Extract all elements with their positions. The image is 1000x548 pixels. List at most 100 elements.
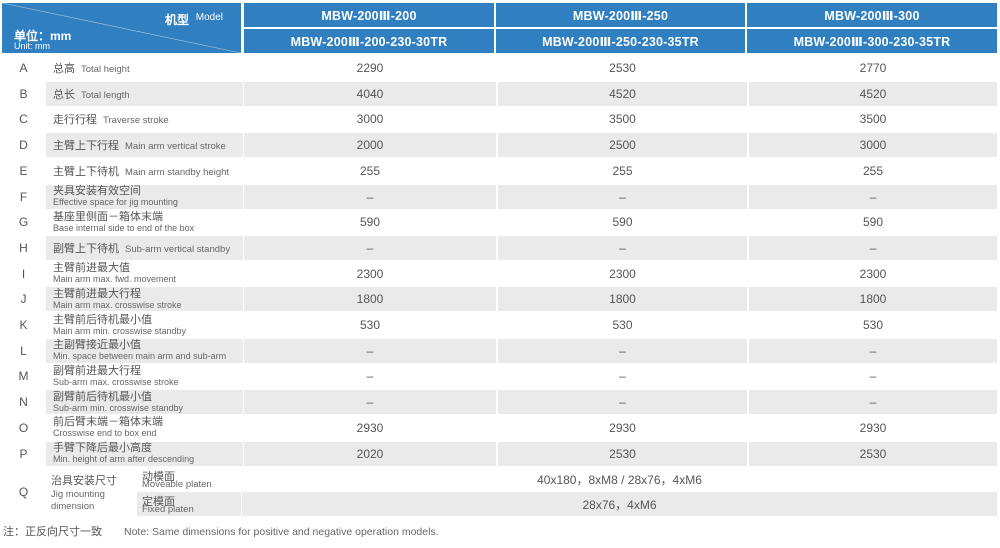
row-value-model-3: 3000	[749, 133, 997, 158]
row-label: 夹具安装有效空间 Effective space for jig mounting	[46, 184, 243, 209]
row-label-zh: 主臂上下行程	[53, 140, 119, 153]
row-value-model-1: 530	[244, 313, 496, 337]
row-value-model-2: 1800	[498, 287, 747, 312]
row-value-model-2: 4520	[498, 81, 747, 106]
row-value-model-3: –	[749, 235, 997, 260]
row-value-model-3: 3500	[749, 107, 997, 132]
table-row: P 手臂下降后最小高度 Min. height of arm after desce…	[2, 441, 997, 466]
row-letter: D	[19, 138, 28, 153]
row-value-model-3: 4520	[749, 81, 997, 106]
row-value-model-1: 2020	[244, 441, 496, 466]
row-label-en: Sub-arm min. crosswise standby	[53, 402, 184, 413]
fixed-platen-value: 28x76，4xM6	[242, 492, 997, 516]
row-label: 主臂前进最大值 Main arm max. fwd. movement	[46, 261, 243, 286]
row-label-en: Effective space for jig mounting	[53, 197, 178, 207]
header-unit-zh: 单位：mm	[14, 29, 72, 43]
row-label-zh: 主副臂接近最小值	[53, 339, 141, 352]
row-label-zh: 主臂上下待机	[53, 165, 119, 178]
row-label-zh: 夹具安装有效空间	[53, 185, 141, 197]
row-letter: A	[19, 61, 28, 75]
row-value-model-3: 2530	[749, 441, 997, 466]
row-value-model-2: –	[498, 364, 747, 389]
row-value-model-1: –	[244, 184, 496, 209]
row-value-model-1: –	[244, 390, 496, 415]
row-value-model-1: 4040	[244, 81, 496, 106]
row-label-zh: 基座里侧面－箱体末端	[53, 210, 163, 223]
moveable-platen-zh: 动模面	[142, 471, 175, 483]
row-label-zh: 副臂上下待机	[53, 242, 119, 255]
row-value-model-3: 590	[749, 210, 997, 235]
row-label-en: Base internal side to end of the box	[53, 222, 195, 233]
table-row: M 副臂前进最大行程 Sub-arm max. crosswise stroke – –…	[2, 364, 997, 389]
jig-mounting-en-2: dimension	[51, 501, 95, 512]
header-model-2-bottom: MBW-200Ⅲ-250-230-35TR	[496, 29, 745, 53]
row-value-model-2: 590	[498, 210, 747, 235]
row-label-en: Total length	[81, 89, 130, 101]
header-diagonal-line	[2, 3, 241, 53]
row-value-model-2: 3500	[498, 107, 747, 132]
row-label: 总长 Total length	[46, 81, 243, 106]
row-value-model-2: 2530	[498, 56, 747, 80]
row-value-model-2: 530	[498, 313, 747, 337]
row-value-model-1: 2000	[244, 133, 496, 158]
row-letter: K	[19, 318, 28, 332]
table-row: K 主臂前后待机最小值 Main arm min. crosswise standb…	[2, 313, 997, 337]
row-value-model-1: 2290	[244, 56, 496, 80]
row-letter: M	[18, 369, 29, 384]
row-letter: O	[18, 420, 29, 435]
row-letter: F	[19, 189, 28, 204]
row-label: 副臂前后待机最小值 Sub-arm min. crosswise standby	[46, 390, 243, 415]
row-label: 主臂前进最大行程 Main arm max. crosswise stroke	[46, 287, 243, 312]
table-row: A 总高 Total height 2290 2530 2770	[2, 56, 997, 80]
footnote: 注：正反向尺寸一致 Note: Same dimensions for posit…	[3, 523, 439, 539]
fixed-platen-label: 定模面 Fixed platen	[137, 492, 241, 516]
row-value-model-3: –	[749, 338, 997, 363]
row-letter: P	[19, 446, 28, 461]
row-value-model-2: –	[498, 338, 747, 363]
row-label: 主臂上下待机 Main arm standby height	[46, 158, 243, 183]
header-model-en: Model	[195, 12, 223, 23]
row-label-en: Min. space between main arm and sub-arm	[53, 351, 227, 362]
row-label-zh: 主臂前进最大行程	[53, 287, 141, 300]
table-row: C 走行行程 Traverse stroke 3000 3500 3500	[2, 107, 997, 132]
row-label-en: Sub-arm vertical standby	[125, 243, 231, 255]
row-label-zh: 主臂前进最大值	[53, 262, 130, 275]
row-label-zh: 副臂前后待机最小值	[53, 390, 152, 403]
jig-mounting-label: 治具安装尺寸 Jig mounting dimension	[46, 467, 136, 517]
row-label: 副臂上下待机 Sub-arm vertical standby	[46, 235, 243, 260]
row-value-model-1: 590	[244, 210, 496, 235]
row-letter: B	[19, 86, 28, 101]
row-value-model-3: 255	[749, 158, 997, 183]
row-label: 主臂上下行程 Main arm vertical stroke	[46, 133, 243, 158]
header-unit-cell: 机型 Model 单位：mm Unit: mm	[2, 3, 241, 53]
row-label: 走行行程 Traverse stroke	[46, 107, 243, 132]
row-label-en: Main arm max. crosswise stroke	[53, 299, 182, 310]
header-model-3-top: MBW-200Ⅲ-300	[747, 3, 997, 27]
row-label: 主副臂接近最小值 Min. space between main arm and …	[46, 338, 243, 363]
row-label: 总高 Total height	[46, 56, 243, 80]
table-row: N 副臂前后待机最小值 Sub-arm min. crosswise standby…	[2, 390, 997, 415]
row-value-model-1: 2300	[244, 261, 496, 286]
row-label-zh: 总高	[53, 63, 75, 75]
jig-mounting-zh: 治具安装尺寸	[51, 475, 117, 487]
table-row: D 主臂上下行程 Main arm vertical stroke 2000 2500 3…	[2, 133, 997, 158]
row-label-en: Main arm standby height	[125, 166, 230, 178]
fixed-platen-zh: 定模面	[142, 496, 175, 508]
row-label-en: Sub-arm max. crosswise stroke	[53, 376, 179, 387]
row-label-en: Traverse stroke	[103, 115, 169, 127]
moveable-platen-en: Moveable platen	[142, 479, 212, 490]
row-letter: N	[19, 395, 28, 410]
row-value-model-2: 255	[498, 158, 747, 183]
row-letter: G	[18, 215, 29, 230]
row-value-model-3: –	[749, 364, 997, 389]
header-model-2-top: MBW-200Ⅲ-250	[496, 3, 745, 27]
row-value-model-1: –	[244, 338, 496, 363]
row-label-zh: 副臂前进最大行程	[53, 364, 141, 377]
header-model-zh: 机型	[164, 13, 189, 27]
row-label: 主臂前后待机最小值 Main arm min. crosswise standby	[46, 313, 243, 337]
row-value-model-3: 2930	[749, 415, 997, 440]
row-value-model-2: –	[498, 235, 747, 260]
table-row: G 基座里侧面－箱体末端 Base internal side to end of …	[2, 210, 997, 235]
row-value-model-2: 2500	[498, 133, 747, 158]
row-label-en: Min. height of arm after descending	[53, 454, 195, 464]
